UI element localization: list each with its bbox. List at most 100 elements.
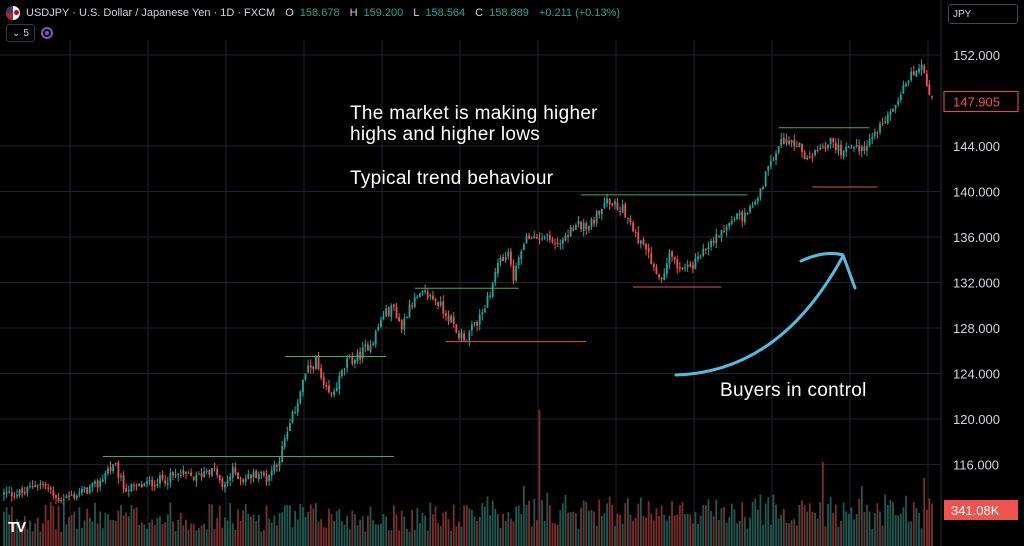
candle	[465, 339, 468, 341]
candle	[36, 484, 39, 491]
volume-bar	[494, 508, 497, 546]
volume-bar	[546, 492, 549, 546]
candle	[419, 292, 421, 298]
volume-bar	[380, 523, 382, 546]
volume-bar	[257, 514, 260, 546]
volume-bar	[431, 514, 434, 546]
symbol-title[interactable]: USDJPY · U.S. Dollar / Japanese Yen · 1D…	[26, 7, 276, 19]
candle-body	[736, 213, 738, 220]
candle-body	[361, 347, 364, 359]
candle-body	[130, 484, 133, 491]
volume-bar	[62, 502, 65, 546]
candle	[520, 249, 523, 265]
candle-body	[886, 114, 889, 123]
volume-bar	[918, 513, 920, 546]
candle	[114, 462, 117, 467]
volume-bar	[138, 524, 141, 546]
candle	[470, 320, 473, 336]
candle-body	[814, 150, 816, 156]
candle	[369, 340, 372, 354]
candle	[694, 253, 697, 270]
volume-bar	[676, 514, 679, 546]
candle-body	[125, 488, 128, 492]
indicators-toggle[interactable]: ⌄ 5	[6, 24, 35, 42]
currency-select[interactable]: JPY	[948, 4, 1018, 24]
candle	[686, 259, 689, 272]
volume-bar	[598, 499, 601, 546]
candle-body	[730, 220, 733, 224]
candle	[730, 215, 733, 226]
candle-body	[13, 496, 16, 498]
volume-bar	[619, 514, 621, 546]
volume-bar	[169, 502, 172, 546]
candle-body	[104, 473, 107, 480]
candle-body	[626, 217, 629, 219]
candle-body	[330, 393, 333, 395]
volume-bar	[13, 523, 16, 546]
candle	[806, 155, 809, 161]
candle-body	[725, 226, 728, 231]
candle	[174, 468, 177, 479]
volume-bar	[250, 516, 252, 546]
candle-body	[406, 316, 408, 319]
volume-bar	[762, 524, 764, 546]
candle	[421, 290, 424, 296]
candle	[5, 486, 8, 498]
target-icon[interactable]	[40, 27, 53, 39]
candle	[639, 240, 642, 249]
candle-body	[346, 358, 349, 368]
volume-bar	[782, 509, 785, 546]
volume-bar	[483, 506, 486, 546]
volume-bar	[920, 528, 923, 546]
candle	[268, 474, 271, 486]
candle-body	[858, 145, 861, 152]
candle-body	[751, 205, 754, 208]
candle	[304, 373, 307, 382]
volume-bar	[260, 531, 263, 546]
candle	[8, 486, 11, 494]
candle-body	[229, 476, 232, 481]
candle	[216, 466, 219, 478]
candle	[785, 133, 788, 146]
candle-body	[250, 474, 252, 479]
candle-body	[395, 306, 398, 319]
volume-bar	[281, 512, 284, 546]
candle	[192, 476, 195, 481]
tradingview-logo-icon[interactable]: TV	[8, 519, 26, 536]
candle-body	[268, 474, 271, 481]
volume-bar	[582, 500, 585, 546]
candle	[276, 463, 278, 472]
candle	[632, 220, 634, 232]
ohlc-low-label: L	[413, 7, 420, 19]
volume-bar	[411, 509, 414, 546]
candle-body	[382, 316, 385, 320]
candle	[101, 474, 104, 482]
candle	[577, 215, 580, 228]
candle-body	[772, 159, 775, 161]
candle-body	[489, 295, 492, 297]
candle-body	[23, 491, 26, 494]
candle	[720, 229, 723, 242]
candle	[528, 232, 530, 240]
candle-body	[837, 144, 840, 152]
candle	[673, 256, 676, 265]
candle-body	[156, 483, 159, 486]
candle	[62, 494, 65, 505]
candle-body	[424, 290, 427, 292]
candle-body	[187, 472, 190, 474]
candle-body	[60, 500, 63, 502]
candle	[107, 465, 109, 477]
candle-body	[694, 258, 697, 269]
volume-bar	[905, 495, 907, 546]
candle-body	[411, 305, 414, 307]
volume-bar	[892, 502, 894, 546]
candle-body	[647, 248, 650, 253]
volume-bar	[31, 531, 34, 546]
volume-bar	[816, 518, 819, 546]
candle	[239, 476, 242, 486]
candle-body	[42, 484, 44, 486]
volume-bar	[678, 505, 681, 546]
volume-bar	[47, 520, 50, 546]
candle	[52, 486, 55, 500]
